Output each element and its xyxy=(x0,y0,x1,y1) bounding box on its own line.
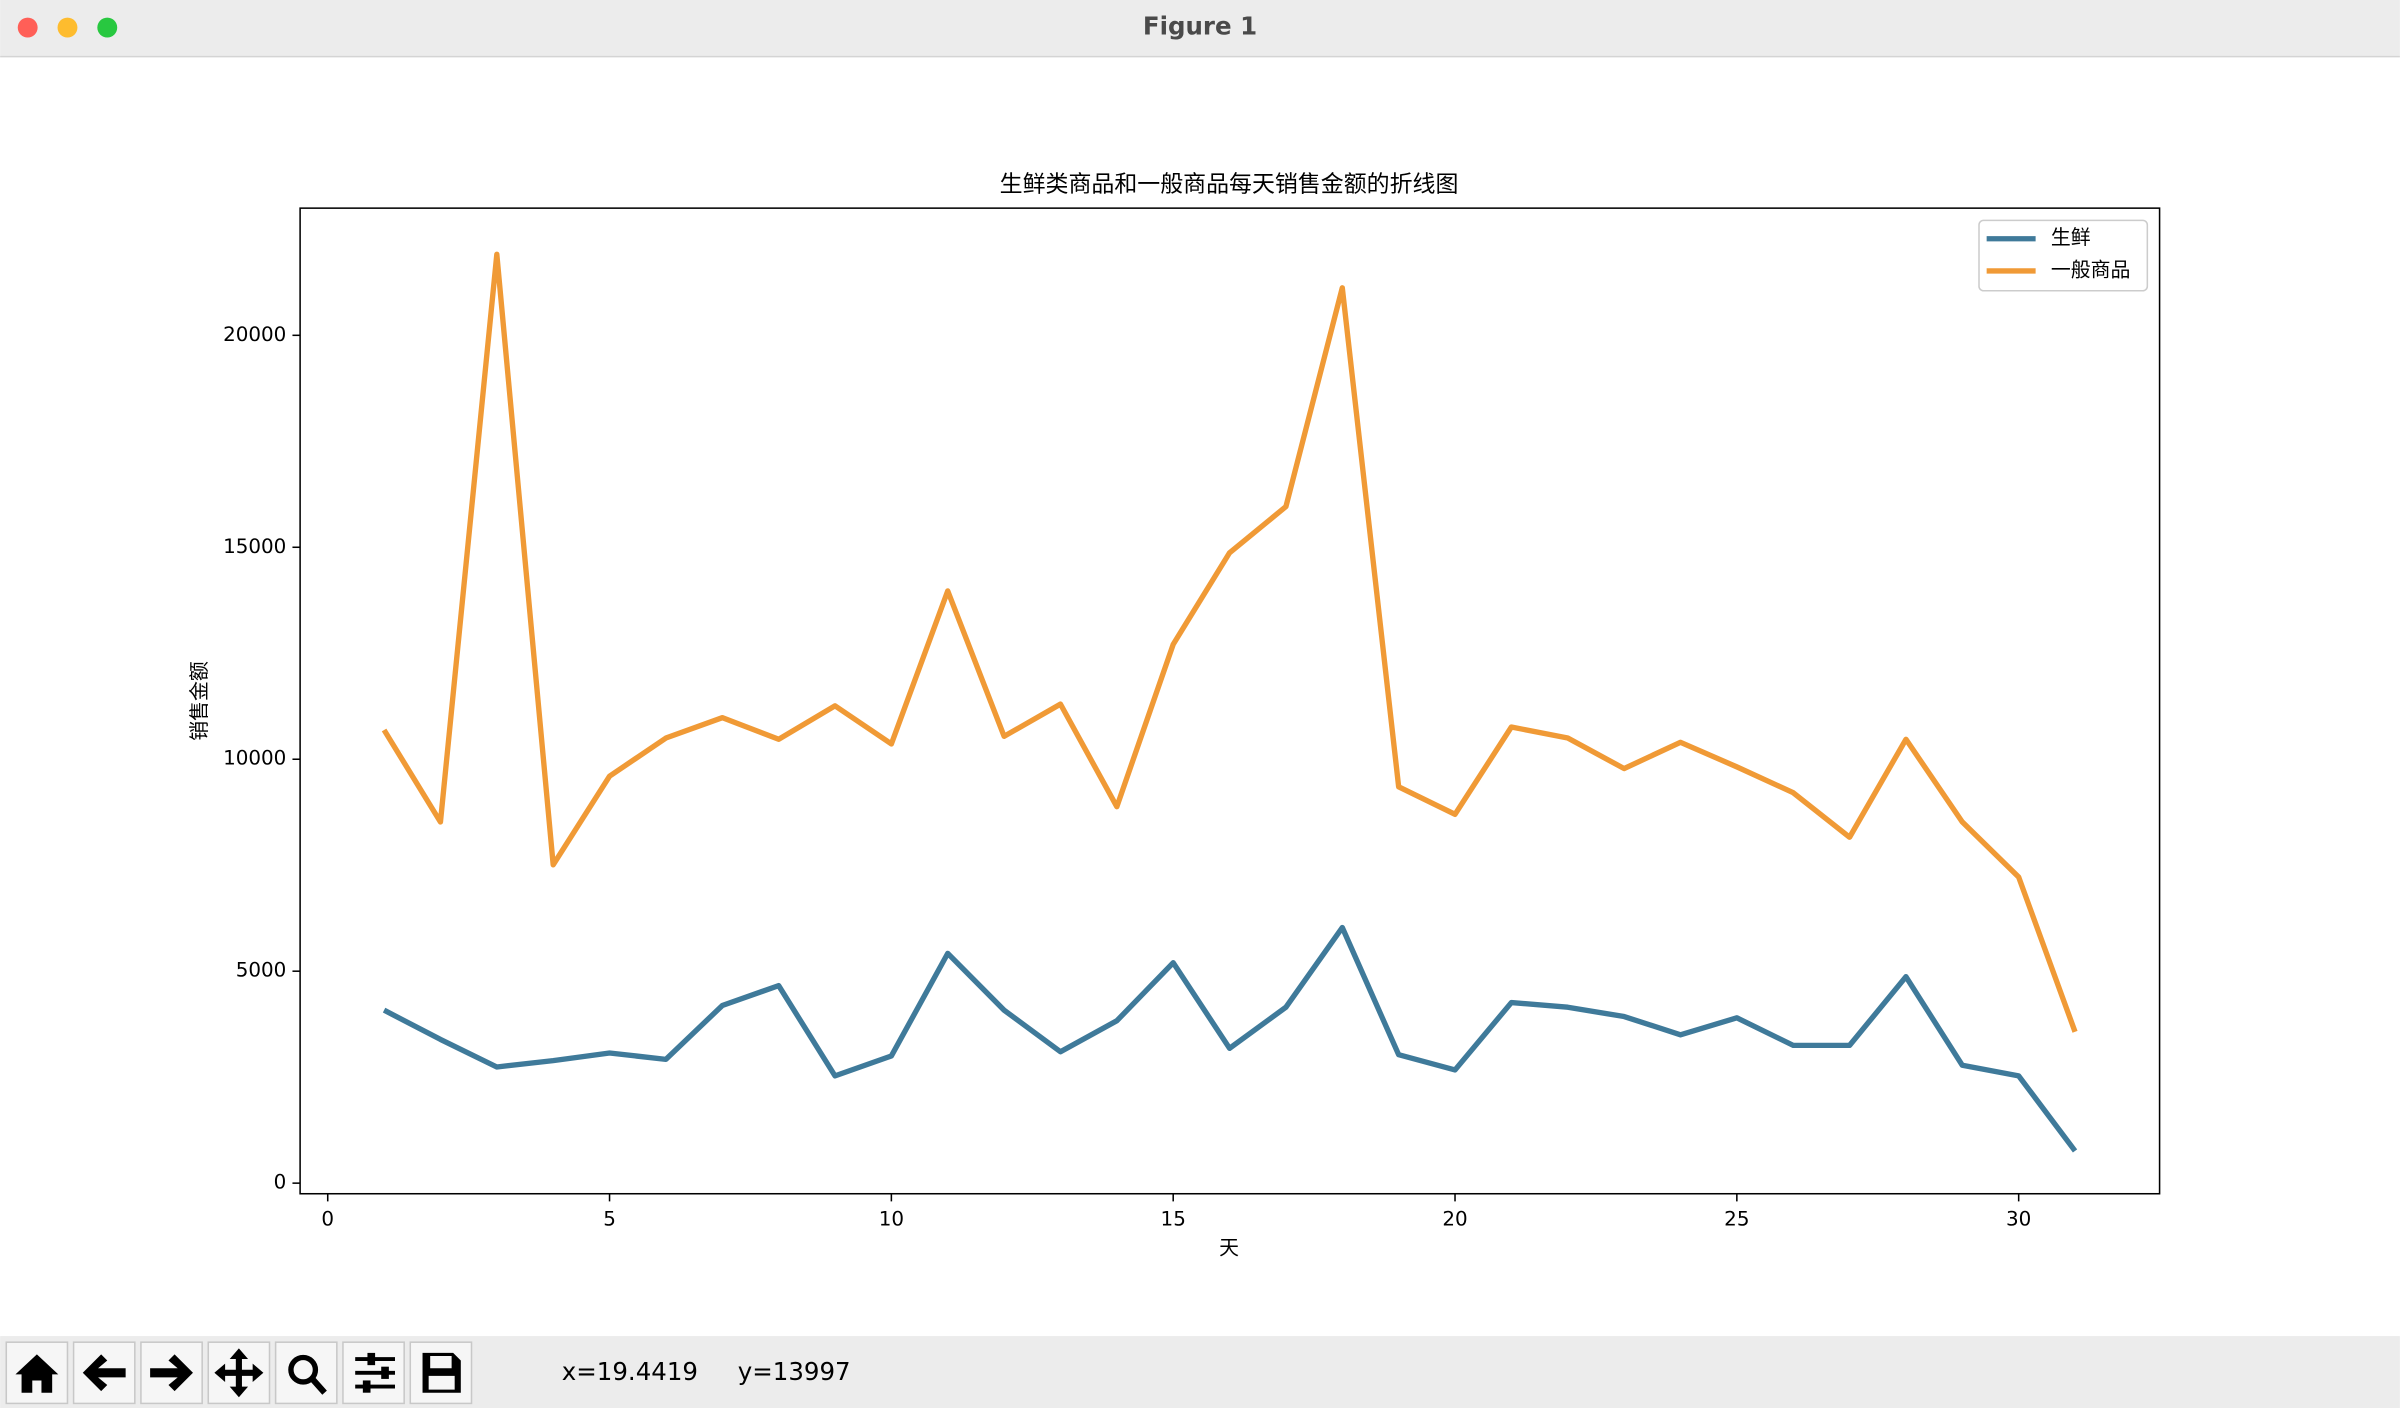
chart-title: 生鲜类商品和一般商品每天销售金额的折线图 xyxy=(1000,172,1459,198)
save-icon xyxy=(422,1352,461,1393)
y-tick-label: 20000 xyxy=(223,323,286,346)
x-tick-label: 20 xyxy=(1442,1207,1467,1230)
y-tick-label: 5000 xyxy=(236,959,287,982)
y-coordinate: y=13997 xyxy=(738,1357,851,1386)
x-tick-label: 30 xyxy=(2006,1207,2031,1230)
y-tick-label: 15000 xyxy=(223,535,286,558)
back-icon xyxy=(82,1354,126,1392)
minimize-button[interactable] xyxy=(57,17,78,38)
series-line xyxy=(382,924,2078,1153)
series-line xyxy=(381,251,2078,1033)
x-axis-label: 天 xyxy=(1219,1236,1239,1259)
x-tick-label: 15 xyxy=(1161,1207,1186,1230)
home-icon xyxy=(15,1354,59,1393)
forward-icon xyxy=(150,1354,193,1392)
zoom-icon xyxy=(288,1354,319,1385)
y-axis-label: 销售金额 xyxy=(188,661,211,741)
close-button[interactable] xyxy=(17,17,38,38)
x-tick-label: 5 xyxy=(603,1207,616,1230)
zoom-button[interactable] xyxy=(274,1341,338,1405)
window-title: Figure 1 xyxy=(1143,12,1257,41)
x-coordinate: x=19.4419 xyxy=(562,1357,698,1386)
plot-frame xyxy=(299,207,2161,1195)
legend-label: 一般商品 xyxy=(2051,258,2131,281)
maximize-button[interactable] xyxy=(97,17,118,38)
y-tick-label: 0 xyxy=(274,1171,287,1194)
x-tick-label: 0 xyxy=(321,1207,334,1230)
legend-label: 生鲜 xyxy=(2051,226,2091,249)
zoom-icon-handle xyxy=(310,1376,327,1395)
pan-icon xyxy=(214,1348,264,1398)
x-tick-label: 10 xyxy=(879,1207,904,1230)
title-bar xyxy=(0,0,2400,57)
x-tick-label: 25 xyxy=(1724,1207,1749,1230)
y-tick-label: 10000 xyxy=(223,747,286,770)
